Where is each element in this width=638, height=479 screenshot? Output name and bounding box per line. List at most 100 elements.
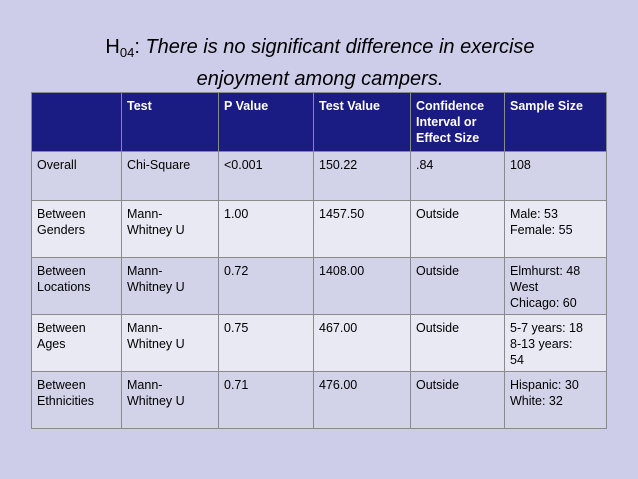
table-cell: <0.001 — [218, 151, 314, 201]
table-cell: Outside — [410, 371, 505, 429]
cell-text-line: Sample Size — [510, 99, 583, 113]
cell-text-line: Overall — [37, 158, 77, 172]
cell-text-line: Effect Size — [416, 131, 480, 145]
cell-text-line: 0.71 — [224, 378, 249, 392]
table-cell: 1457.50 — [313, 200, 411, 258]
cell-text-line: 0.75 — [224, 321, 249, 335]
cell-text-line: 1.00 — [224, 207, 249, 221]
hypothesis-statement-line-2: enjoyment among campers. — [196, 68, 444, 90]
table-cell: Mann- Whitney U — [121, 314, 219, 372]
hypothesis-statement-line-1: There is no significant difference in ex… — [145, 36, 535, 58]
slide-title: H04: There is no significant difference … — [60, 34, 580, 93]
table-header-row: Test P Value Test Value Confidence Interval … — [31, 92, 607, 152]
table-cell: Outside — [410, 314, 505, 372]
cell-text-line: 8-13 years: — [510, 337, 573, 351]
column-header: Test — [121, 92, 219, 152]
table-cell: Mann- Whitney U — [121, 371, 219, 429]
cell-text-line: 467.00 — [319, 321, 358, 335]
cell-text-line: 0.72 — [224, 264, 249, 278]
column-header: Test Value — [313, 92, 411, 152]
table-cell: 5-7 years: 18 8-13 years: 54 — [504, 314, 607, 372]
cell-text-line: Chicago: 60 — [510, 296, 577, 310]
table-cell: Hispanic: 30 White: 32 — [504, 371, 607, 429]
cell-text-line: Locations — [37, 280, 91, 294]
table-cell: Male: 53 Female: 55 — [504, 200, 607, 258]
cell-text-line: 476.00 — [319, 378, 358, 392]
row-header-cell: Between Ages — [31, 314, 122, 372]
cell-text-line: White: 32 — [510, 394, 563, 408]
cell-text-line: Between — [37, 378, 86, 392]
cell-text-line: Male: 53 — [510, 207, 558, 221]
hypothesis-colon: : — [134, 36, 146, 58]
cell-text-line: Whitney U — [127, 280, 185, 294]
column-header: Confidence Interval or Effect Size — [410, 92, 505, 152]
cell-text-line: Outside — [416, 207, 460, 221]
table-cell: 1.00 — [218, 200, 314, 258]
row-header-cell: Between Ethnicities — [31, 371, 122, 429]
cell-text-line: Ages — [37, 337, 66, 351]
cell-text-line: Female: 55 — [510, 223, 573, 237]
row-header-cell: Between Genders — [31, 200, 122, 258]
cell-text-line: 150.22 — [319, 158, 358, 172]
cell-text-line: Whitney U — [127, 394, 185, 408]
cell-text-line: Ethnicities — [37, 394, 94, 408]
table-cell: Outside — [410, 200, 505, 258]
cell-text-line: 5-7 years: 18 — [510, 321, 583, 335]
cell-text-line: Chi-Square — [127, 158, 191, 172]
cell-text-line: 1408.00 — [319, 264, 365, 278]
title-line-1: H04: There is no significant difference … — [60, 34, 580, 66]
cell-text-line: Outside — [416, 378, 460, 392]
table-cell: 467.00 — [313, 314, 411, 372]
cell-text-line: Between — [37, 207, 86, 221]
hypothesis-number: 04 — [119, 45, 135, 60]
table-row: Overall Chi-Square <0.001 150.22 .84 108 — [31, 151, 607, 201]
table-row: Between Ages Mann- Whitney U 0.75 467.00 Outsi… — [31, 314, 607, 372]
cell-text-line: P Value — [224, 99, 269, 113]
table-cell: Mann- Whitney U — [121, 257, 219, 315]
cell-text-line: .84 — [416, 158, 434, 172]
cell-text-line: Elmhurst: 48 — [510, 264, 581, 278]
cell-text-line: <0.001 — [224, 158, 263, 172]
column-header — [31, 92, 122, 152]
cell-text-line: Mann- — [127, 321, 163, 335]
cell-text-line: Outside — [416, 321, 460, 335]
cell-text-line: Test — [127, 99, 152, 113]
cell-text-line: Whitney U — [127, 223, 185, 237]
table-cell: Mann- Whitney U — [121, 200, 219, 258]
table-cell: 1408.00 — [313, 257, 411, 315]
table-row: Between Ethnicities Mann- Whitney U 0.71 476.… — [31, 371, 607, 429]
table-cell: 0.71 — [218, 371, 314, 429]
table-row: Between Locations Mann- Whitney U 0.72 1408.0… — [31, 257, 607, 315]
cell-text-line: Between — [37, 264, 86, 278]
cell-text-line: Test Value — [319, 99, 380, 113]
cell-text-line: 54 — [510, 353, 524, 367]
cell-text-line: Mann- — [127, 378, 163, 392]
table-cell: .84 — [410, 151, 505, 201]
table-cell: 108 — [504, 151, 607, 201]
table-row: Between Genders Mann- Whitney U 1.00 1457.50… — [31, 200, 607, 258]
table-cell: Chi-Square — [121, 151, 219, 201]
table-cell: 0.75 — [218, 314, 314, 372]
cell-text-line: Outside — [416, 264, 460, 278]
cell-text-line: 108 — [510, 158, 531, 172]
hypothesis-label: H — [105, 36, 120, 58]
cell-text-line: Genders — [37, 223, 85, 237]
cell-text-line: 1457.50 — [319, 207, 365, 221]
table-cell: 476.00 — [313, 371, 411, 429]
column-header: Sample Size — [504, 92, 607, 152]
table-cell: Outside — [410, 257, 505, 315]
cell-text-line: West — [510, 280, 539, 294]
table-cell: 0.72 — [218, 257, 314, 315]
cell-text-line: Whitney U — [127, 337, 185, 351]
table-body: Overall Chi-Square <0.001 150.22 .84 108 Betwe… — [31, 151, 607, 429]
cell-text-line: Between — [37, 321, 86, 335]
cell-text-line: Mann- — [127, 207, 163, 221]
cell-text-line: Confidence — [416, 99, 485, 113]
results-table: Test P Value Test Value Confidence Interval … — [31, 92, 607, 429]
cell-text-line: Hispanic: 30 — [510, 378, 579, 392]
row-header-cell: Overall — [31, 151, 122, 201]
table-cell: Elmhurst: 48 West Chicago: 60 — [504, 257, 607, 315]
row-header-cell: Between Locations — [31, 257, 122, 315]
cell-text-line: Interval or — [416, 115, 477, 129]
table-cell: 150.22 — [313, 151, 411, 201]
